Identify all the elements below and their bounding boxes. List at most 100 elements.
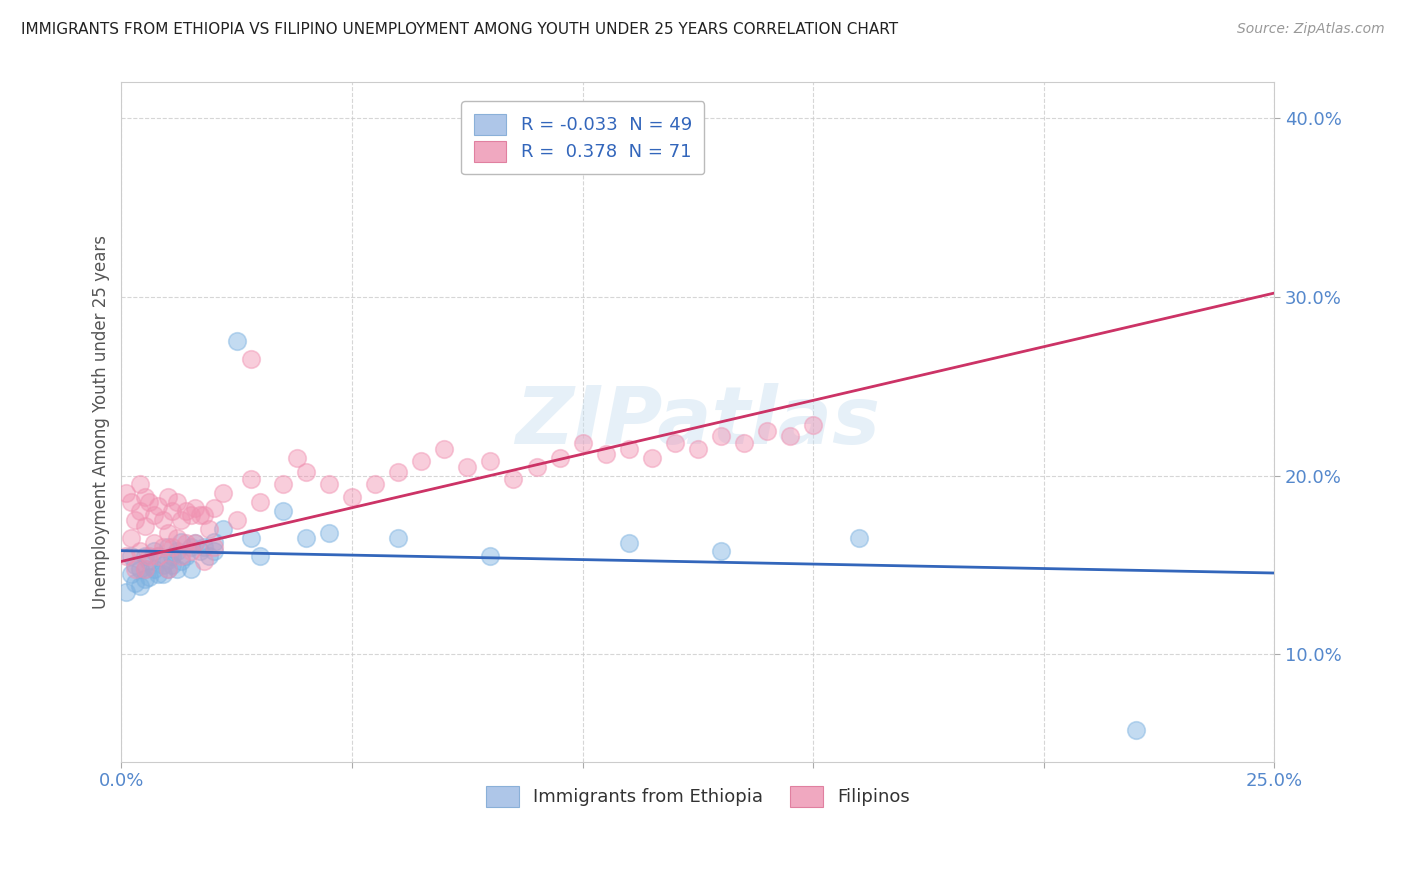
Point: [641, 450, 664, 465]
Point: [595, 447, 617, 461]
Point: [115, 584, 138, 599]
Point: [188, 508, 211, 522]
Point: [166, 531, 188, 545]
Point: [160, 540, 183, 554]
Point: [433, 442, 456, 456]
Point: [124, 575, 146, 590]
Point: [387, 531, 409, 545]
Point: [295, 465, 318, 479]
Point: [239, 531, 262, 545]
Point: [180, 561, 202, 575]
Point: [202, 534, 225, 549]
Point: [387, 465, 409, 479]
Point: [180, 540, 202, 554]
Text: ZIPatlas: ZIPatlas: [516, 383, 880, 461]
Point: [134, 561, 156, 575]
Point: [249, 495, 271, 509]
Point: [138, 495, 160, 509]
Point: [710, 543, 733, 558]
Point: [148, 566, 170, 581]
Point: [142, 508, 165, 522]
Point: [138, 554, 160, 568]
Point: [1125, 723, 1147, 737]
Point: [128, 504, 150, 518]
Point: [295, 531, 318, 545]
Point: [686, 442, 709, 456]
Y-axis label: Unemployment Among Youth under 25 years: Unemployment Among Youth under 25 years: [93, 235, 110, 609]
Point: [128, 579, 150, 593]
Point: [318, 477, 340, 491]
Point: [142, 543, 165, 558]
Point: [120, 549, 142, 563]
Point: [271, 477, 294, 491]
Point: [128, 477, 150, 491]
Point: [134, 549, 156, 563]
Point: [249, 549, 271, 563]
Point: [134, 518, 156, 533]
Point: [411, 454, 433, 468]
Point: [479, 549, 502, 563]
Point: [174, 504, 197, 518]
Point: [202, 500, 225, 515]
Point: [212, 522, 235, 536]
Point: [156, 490, 179, 504]
Point: [180, 508, 202, 522]
Point: [174, 549, 197, 563]
Point: [318, 525, 340, 540]
Point: [115, 549, 138, 563]
Point: [779, 429, 801, 443]
Point: [184, 536, 207, 550]
Point: [152, 513, 174, 527]
Point: [148, 549, 170, 563]
Point: [156, 561, 179, 575]
Point: [156, 525, 179, 540]
Point: [148, 549, 170, 563]
Point: [166, 495, 188, 509]
Point: [198, 522, 221, 536]
Point: [180, 543, 202, 558]
Point: [664, 436, 686, 450]
Point: [120, 531, 142, 545]
Point: [193, 540, 215, 554]
Point: [212, 486, 235, 500]
Point: [156, 540, 179, 554]
Point: [160, 504, 183, 518]
Text: IMMIGRANTS FROM ETHIOPIA VS FILIPINO UNEMPLOYMENT AMONG YOUTH UNDER 25 YEARS COR: IMMIGRANTS FROM ETHIOPIA VS FILIPINO UNE…: [21, 22, 898, 37]
Point: [198, 549, 221, 563]
Point: [142, 561, 165, 575]
Point: [148, 499, 170, 513]
Point: [115, 486, 138, 500]
Point: [756, 424, 779, 438]
Point: [479, 454, 502, 468]
Point: [120, 566, 142, 581]
Point: [128, 543, 150, 558]
Point: [120, 495, 142, 509]
Point: [225, 513, 247, 527]
Point: [128, 561, 150, 575]
Point: [225, 334, 247, 349]
Point: [364, 477, 387, 491]
Point: [188, 543, 211, 558]
Point: [526, 459, 548, 474]
Point: [193, 554, 215, 568]
Point: [170, 534, 193, 549]
Point: [548, 450, 571, 465]
Point: [202, 540, 225, 554]
Point: [733, 436, 755, 450]
Point: [152, 558, 174, 572]
Point: [710, 429, 733, 443]
Point: [160, 549, 183, 563]
Point: [134, 561, 156, 575]
Point: [456, 459, 478, 474]
Point: [184, 500, 207, 515]
Point: [124, 558, 146, 572]
Point: [166, 543, 188, 558]
Point: [170, 554, 193, 568]
Point: [617, 536, 640, 550]
Point: [271, 504, 294, 518]
Point: [152, 566, 174, 581]
Point: [174, 536, 197, 550]
Point: [202, 543, 225, 558]
Point: [156, 552, 179, 566]
Point: [152, 540, 174, 554]
